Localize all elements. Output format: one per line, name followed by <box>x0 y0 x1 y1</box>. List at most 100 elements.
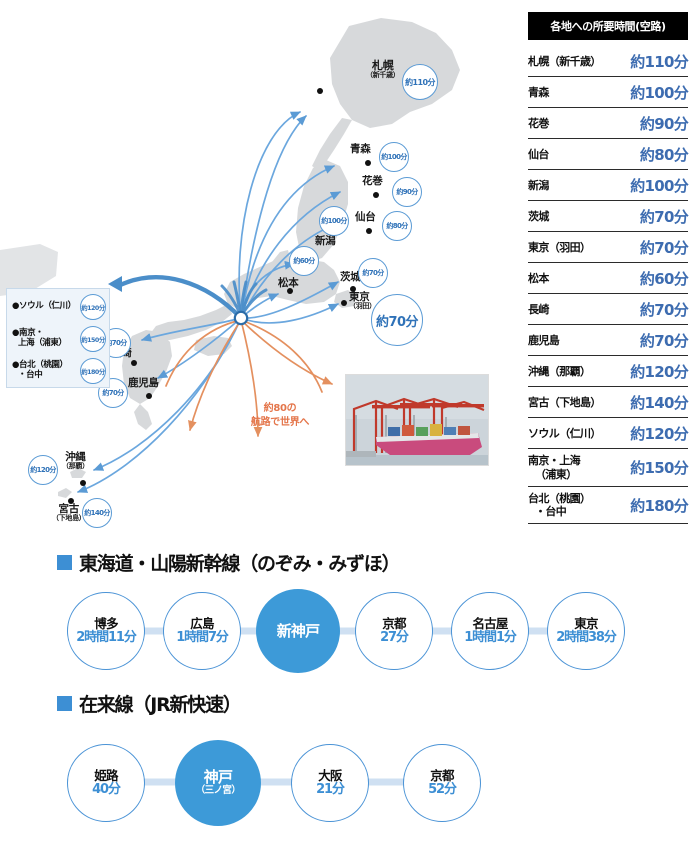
table-cell-duration: 約100分 <box>630 177 689 195</box>
city-dot-kagoshima <box>146 393 152 399</box>
map-badge-niigata: 約100分 <box>319 206 349 236</box>
table-cell-destination-line2: （浦東） <box>535 467 577 481</box>
table-cell-duration: 約70分 <box>639 239 689 257</box>
table-cell-destination-line2: ・台中 <box>535 505 567 519</box>
city-dot-ibaraki <box>350 286 356 292</box>
rail-station-hub[interactable]: 新神戸 <box>256 589 340 673</box>
table-cell-duration: 約70分 <box>639 301 689 319</box>
city-dot-nagasaki <box>131 360 137 366</box>
table-row: 新潟 約100分 <box>528 170 689 201</box>
rail-station-node[interactable]: 博多 2時間11分 <box>67 592 145 670</box>
section-title-local: 在来線（JR新快速） <box>57 690 242 717</box>
map-badge-matsumoto: 約60分 <box>289 246 319 276</box>
local-line-route: 姫路 40分 神戸 （三ノ宮） 大阪 21分 京都 52分 <box>58 740 518 826</box>
map-badge-sendai: 約80分 <box>382 211 412 241</box>
table-cell-destination: 沖縄（那覇） <box>528 364 591 378</box>
rail-station-time: 21分 <box>316 781 345 797</box>
table-cell-destination: 長崎 <box>528 302 549 316</box>
rail-station-time: 1時間7分 <box>176 629 229 645</box>
table-row: 花巻 約90分 <box>528 108 689 139</box>
table-cell-duration: 約150分 <box>630 459 689 478</box>
rail-station-node[interactable]: 名古屋 1時間1分 <box>451 592 529 670</box>
city-label-sendai: 仙台 <box>355 211 376 223</box>
city-label-aomori: 青森 <box>350 143 371 155</box>
container-port-photo <box>345 374 489 466</box>
table-cell-duration: 約140分 <box>630 394 689 412</box>
table-cell-duration: 約90分 <box>639 115 689 133</box>
rail-station-node[interactable]: 姫路 40分 <box>67 744 145 822</box>
city-dot-matsumoto <box>287 288 293 294</box>
table-row: 東京（羽田） 約70分 <box>528 232 689 263</box>
city-dot-okinawa <box>80 480 86 486</box>
rail-station-time: 1時間1分 <box>464 629 517 645</box>
table-cell-destination: 南京・上海 （浦東） <box>528 449 617 487</box>
city-label-hanamaki: 花巻 <box>362 175 383 187</box>
table-header: 各地への所要時間(空路) <box>528 12 688 40</box>
rail-station-name: 博多 <box>94 615 118 631</box>
rail-station-hub[interactable]: 神戸 （三ノ宮） <box>175 740 261 826</box>
asia-row-seoul: ●ソウル（仁川） 約120分 <box>12 292 108 322</box>
table-cell-duration: 約60分 <box>639 270 689 288</box>
table-cell-destination: ソウル（仁川） <box>528 426 601 440</box>
rail-station-node[interactable]: 東京 2時間38分 <box>547 592 625 670</box>
shinkansen-connector-line <box>98 627 598 635</box>
table-cell-destination: 宮古（下地島） <box>528 395 601 409</box>
rail-station-time: 2時間11分 <box>76 629 137 645</box>
table-cell-destination: 茨城 <box>528 209 549 223</box>
table-row: 青森 約100分 <box>528 77 689 108</box>
rail-station-name: 姫路 <box>94 767 118 783</box>
asia-destinations-box: ●ソウル（仁川） 約120分 ●南京・ 上海（浦東） 約150分 ●台北（桃園）… <box>6 288 110 388</box>
table-cell-destination: 新潟 <box>528 178 549 192</box>
city-dot-tokyo <box>341 300 347 306</box>
asia-badge-shanghai: 約150分 <box>80 326 106 352</box>
asia-badge-seoul: 約120分 <box>80 294 106 320</box>
local-connector-line <box>98 778 468 786</box>
rail-station-name: 神戸 <box>203 768 233 787</box>
city-dot-hanamaki <box>373 192 379 198</box>
section-title-shinkansen-text: 東海道・山陽新幹線（のぞみ・みずほ） <box>79 553 401 575</box>
table-body: 札幌（新千歳） 約110分 青森 約100分 花巻 約90分 仙台 約80分 新潟 約100分 茨城… <box>528 46 689 524</box>
map-badge-okinawa: 約120分 <box>28 455 58 485</box>
rail-station-time: 52分 <box>428 781 457 797</box>
sea-route-note: 約80の 航路で世界へ <box>224 402 336 429</box>
table-row: 仙台 約80分 <box>528 139 689 170</box>
table-cell-destination: 仙台 <box>528 147 549 161</box>
city-dot-aomori <box>365 160 371 166</box>
table-row: 松本 約60分 <box>528 263 689 294</box>
map-badge-sapporo: 約110分 <box>402 64 438 100</box>
table-row: 宮古（下地島） 約140分 <box>528 387 689 418</box>
square-bullet-icon <box>57 555 72 570</box>
table-row: 沖縄（那覇） 約120分 <box>528 356 689 387</box>
section-title-local-text: 在来線（JR新快速） <box>79 694 242 716</box>
table-cell-duration: 約180分 <box>630 496 689 515</box>
rail-station-name: 新神戸 <box>276 621 320 640</box>
table-cell-destination: 青森 <box>528 85 549 99</box>
map-badge-ibaraki: 約70分 <box>358 258 388 288</box>
rail-station-name: 広島 <box>190 615 214 631</box>
table-cell-duration: 約110分 <box>630 53 689 71</box>
rail-station-node[interactable]: 京都 52分 <box>403 744 481 822</box>
city-label-ibaraki: 茨城 <box>340 271 361 283</box>
sea-route-note-line1: 約80の <box>263 403 297 414</box>
table-row: 台北（桃園） ・台中 約180分 <box>528 486 689 524</box>
map-badge-miyako: 約140分 <box>82 498 112 528</box>
asia-badge-taipei: 約180分 <box>80 358 106 384</box>
rail-station-name: 京都 <box>382 615 406 631</box>
table-row: 長崎 約70分 <box>528 294 689 325</box>
table-cell-duration: 約120分 <box>630 363 689 381</box>
city-dot-sendai <box>366 228 372 234</box>
rail-station-node[interactable]: 広島 1時間7分 <box>163 592 241 670</box>
rail-station-node[interactable]: 大阪 21分 <box>291 744 369 822</box>
shinkansen-route: 博多 2時間11分 広島 1時間7分 新神戸 京都 27分 名古屋 1時間1分 東京 2時間38分 <box>58 589 638 673</box>
city-label-miyako: 宮古 （下地島） <box>52 503 86 523</box>
table-cell-duration: 約70分 <box>639 208 689 226</box>
table-row: ソウル（仁川） 約120分 <box>528 418 689 449</box>
access-map: 札幌 （新千歳） 青森 花巻 仙台 新潟 松本 茨城 東京 （羽田） 長崎 鹿児… <box>0 0 520 540</box>
rail-station-time: （三ノ宮） <box>195 785 241 797</box>
rail-station-node[interactable]: 京都 27分 <box>355 592 433 670</box>
asia-row-taipei: ●台北（桃園） ・台中 約180分 <box>12 356 108 386</box>
table-cell-destination: 鹿児島 <box>528 333 560 347</box>
map-badge-aomori: 約100分 <box>379 142 409 172</box>
city-dot-sapporo <box>317 88 323 94</box>
